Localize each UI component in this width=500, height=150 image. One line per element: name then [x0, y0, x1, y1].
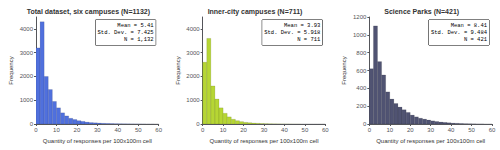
svg-text:Inner-city campuses (N=711): Inner-city campuses (N=711)	[208, 8, 303, 16]
svg-text:3000: 3000	[186, 50, 200, 56]
svg-text:60: 60	[155, 127, 162, 133]
svg-text:Frequency: Frequency	[175, 56, 181, 84]
svg-text:N = 421: N = 421	[464, 36, 488, 43]
svg-text:0: 0	[196, 121, 200, 127]
svg-text:1000: 1000	[186, 97, 200, 103]
svg-text:4000: 4000	[20, 26, 34, 32]
svg-text:200: 200	[356, 103, 367, 109]
svg-text:0: 0	[201, 127, 205, 133]
svg-text:0: 0	[363, 121, 367, 127]
svg-text:1000: 1000	[20, 97, 34, 103]
svg-text:20: 20	[74, 127, 81, 133]
svg-text:800: 800	[356, 50, 367, 56]
svg-text:Total dataset, six campuses (N: Total dataset, six campuses (N=1132)	[27, 8, 150, 16]
svg-text:30: 30	[261, 127, 268, 133]
svg-text:Quantity of responses per 100x: Quantity of responses per 100x100m cell	[209, 138, 318, 144]
svg-text:60: 60	[322, 127, 329, 133]
svg-text:1200: 1200	[353, 14, 367, 20]
svg-text:N = 1,132: N = 1,132	[124, 36, 154, 43]
svg-text:0: 0	[368, 127, 372, 133]
svg-text:10: 10	[386, 127, 393, 133]
svg-text:Mean = 8.41: Mean = 8.41	[451, 22, 488, 29]
svg-text:20: 20	[407, 127, 414, 133]
svg-text:30: 30	[94, 127, 101, 133]
svg-text:20: 20	[240, 127, 247, 133]
svg-text:40: 40	[281, 127, 288, 133]
svg-text:10: 10	[53, 127, 60, 133]
svg-text:Frequency: Frequency	[8, 56, 14, 84]
svg-text:Science Parks (N=421): Science Parks (N=421)	[384, 8, 459, 16]
svg-text:Std. Dev. = 9.484: Std. Dev. = 9.484	[431, 29, 488, 36]
svg-text:Mean = 5.41: Mean = 5.41	[117, 22, 154, 29]
svg-text:3000: 3000	[20, 50, 34, 56]
svg-text:0: 0	[30, 121, 34, 127]
svg-text:600: 600	[356, 68, 367, 74]
svg-text:Quantity of responses per 100x: Quantity of responses per 100x100m cell	[376, 138, 485, 144]
svg-text:10: 10	[220, 127, 227, 133]
svg-text:400: 400	[356, 85, 367, 91]
svg-text:0: 0	[34, 127, 38, 133]
svg-text:2000: 2000	[186, 73, 200, 79]
svg-text:50: 50	[135, 127, 142, 133]
svg-text:50: 50	[468, 127, 475, 133]
svg-text:Std. Dev. = 5.918: Std. Dev. = 5.918	[264, 29, 320, 36]
svg-text:N = 711: N = 711	[297, 36, 321, 43]
svg-text:2000: 2000	[20, 73, 34, 79]
svg-text:Quantity of responses per 100x: Quantity of responses per 100x100m cell	[43, 138, 152, 144]
svg-text:Std. Dev. = 7.425: Std. Dev. = 7.425	[98, 29, 154, 36]
svg-text:Frequency: Frequency	[341, 56, 347, 84]
svg-text:40: 40	[448, 127, 455, 133]
svg-text:60: 60	[489, 127, 496, 133]
svg-text:30: 30	[427, 127, 434, 133]
svg-text:Mean = 3.93: Mean = 3.93	[284, 22, 320, 29]
svg-text:50: 50	[302, 127, 309, 133]
svg-text:40: 40	[114, 127, 121, 133]
svg-text:4000: 4000	[186, 26, 200, 32]
svg-text:1000: 1000	[353, 32, 367, 38]
